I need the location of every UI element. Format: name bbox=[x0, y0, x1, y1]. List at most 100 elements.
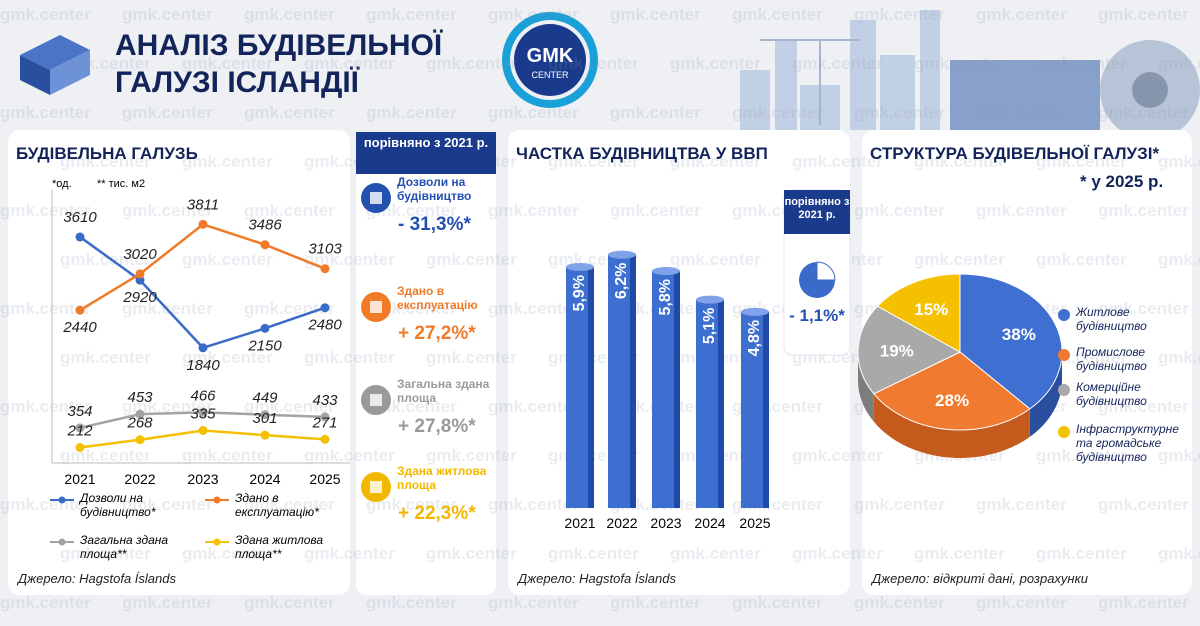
item-icon-glyph bbox=[370, 301, 382, 313]
watermark: gmk.center bbox=[122, 397, 213, 416]
watermark: gmk.center bbox=[976, 593, 1067, 612]
data-label: 301 bbox=[252, 410, 277, 427]
watermark: gmk.center bbox=[914, 544, 1005, 563]
legend-dot bbox=[1058, 384, 1070, 396]
item-value: + 27,2%* bbox=[398, 323, 476, 344]
watermark: gmk.center bbox=[304, 544, 395, 563]
data-label: 38% bbox=[1002, 325, 1036, 344]
point bbox=[135, 269, 145, 279]
legend-label: Інфраструктурне та громадське будівництв… bbox=[1076, 422, 1179, 464]
watermark: gmk.center bbox=[304, 250, 395, 269]
watermark: gmk.center bbox=[182, 348, 273, 367]
watermark: gmk.center bbox=[60, 152, 151, 171]
legend-label: Здана житлова площа** bbox=[235, 533, 324, 561]
watermark: gmk.center bbox=[244, 5, 335, 24]
watermark: gmk.center bbox=[488, 201, 579, 220]
watermark: gmk.center bbox=[366, 5, 457, 24]
bar-top bbox=[696, 295, 724, 304]
bar-top bbox=[608, 250, 636, 259]
point bbox=[135, 409, 145, 419]
data-label: 354 bbox=[67, 403, 92, 420]
chart-subtitle: * у 2025 р. bbox=[1080, 172, 1164, 191]
watermark: gmk.center bbox=[854, 201, 945, 220]
data-label: 449 bbox=[252, 390, 278, 407]
watermark: gmk.center bbox=[122, 201, 213, 220]
watermark: gmk.center bbox=[670, 54, 761, 73]
pie-slice bbox=[876, 273, 961, 353]
data-label: 268 bbox=[126, 415, 153, 432]
bar-shade bbox=[588, 266, 594, 508]
point bbox=[320, 303, 330, 313]
watermark: gmk.center bbox=[182, 54, 273, 73]
chart-title: БУДІВЕЛЬНА ГАЛУЗЬ bbox=[16, 144, 198, 163]
bar-shade bbox=[718, 299, 724, 508]
legend-label: Здано в експлуатацію* bbox=[235, 491, 319, 519]
comparison-header bbox=[356, 132, 496, 174]
watermark: gmk.center bbox=[1036, 446, 1127, 465]
comparison-title: порівняно з 2021 р. bbox=[784, 196, 850, 221]
watermark: gmk.center bbox=[732, 593, 823, 612]
data-label: 271 bbox=[311, 414, 337, 431]
watermark: gmk.center bbox=[1158, 250, 1200, 269]
point bbox=[75, 442, 85, 452]
data-label: 212 bbox=[66, 422, 93, 439]
legend-dot bbox=[1058, 309, 1070, 321]
watermark: gmk.center bbox=[0, 5, 91, 24]
watermark: gmk.center bbox=[182, 446, 273, 465]
watermark: gmk.center bbox=[1098, 103, 1189, 122]
comparison-title: порівняно з 2021 р. bbox=[363, 135, 489, 150]
watermark: gmk.center bbox=[122, 103, 213, 122]
unit-note: ** тис. м2 bbox=[97, 178, 146, 190]
watermark: gmk.center bbox=[732, 103, 823, 122]
x-tick-label: 2023 bbox=[650, 515, 681, 531]
data-label: 453 bbox=[127, 389, 153, 406]
pie-slice bbox=[873, 351, 1031, 431]
watermark: gmk.center bbox=[1098, 593, 1189, 612]
point bbox=[260, 240, 270, 250]
data-label: 2480 bbox=[307, 317, 342, 334]
data-label: 2440 bbox=[62, 319, 97, 336]
pie-slice bbox=[959, 273, 1063, 410]
watermark: gmk.center bbox=[548, 54, 639, 73]
data-label: 28% bbox=[935, 391, 969, 410]
logo-sub: CENTER bbox=[531, 70, 569, 80]
legend-dot bbox=[213, 538, 221, 546]
point bbox=[260, 410, 270, 420]
logo-icon bbox=[20, 35, 90, 95]
watermark: gmk.center bbox=[366, 103, 457, 122]
legend-dot bbox=[58, 538, 66, 546]
watermark: gmk.center bbox=[244, 593, 335, 612]
watermark: gmk.center bbox=[854, 5, 945, 24]
watermark: gmk.center bbox=[304, 54, 395, 73]
watermark: gmk.center bbox=[1098, 299, 1189, 318]
watermark: gmk.center bbox=[1036, 152, 1127, 171]
watermark: gmk.center bbox=[0, 201, 91, 220]
point bbox=[198, 407, 208, 417]
watermark: gmk.center bbox=[366, 593, 457, 612]
data-label: 2920 bbox=[122, 289, 157, 306]
watermark: gmk.center bbox=[244, 103, 335, 122]
source: Джерело: відкриті дані, розрахунки bbox=[872, 571, 1088, 586]
point bbox=[260, 430, 270, 440]
chart-title: ЧАСТКА БУДІВНИЦТВА У ВВП bbox=[516, 144, 768, 163]
watermark: gmk.center bbox=[488, 495, 579, 514]
unit-note: *од. bbox=[52, 178, 72, 190]
point bbox=[320, 412, 330, 422]
x-tick-label: 2023 bbox=[187, 471, 218, 487]
item-icon-glyph bbox=[370, 394, 382, 406]
watermark: gmk.center bbox=[610, 5, 701, 24]
data-label: 2150 bbox=[247, 337, 282, 354]
x-tick-label: 2025 bbox=[739, 515, 770, 531]
item-value: - 31,3%* bbox=[398, 214, 471, 235]
bar-top bbox=[652, 267, 680, 276]
watermark: gmk.center bbox=[670, 152, 761, 171]
watermark: gmk.center bbox=[1098, 5, 1189, 24]
legend-label: Дозволи на будівництво* bbox=[80, 491, 156, 519]
watermark: gmk.center bbox=[488, 397, 579, 416]
point bbox=[135, 435, 145, 445]
watermark: gmk.center bbox=[792, 544, 883, 563]
watermark: gmk.center bbox=[976, 103, 1067, 122]
watermark: gmk.center bbox=[854, 593, 945, 612]
point bbox=[260, 323, 270, 333]
steel-decoration bbox=[950, 40, 1200, 140]
